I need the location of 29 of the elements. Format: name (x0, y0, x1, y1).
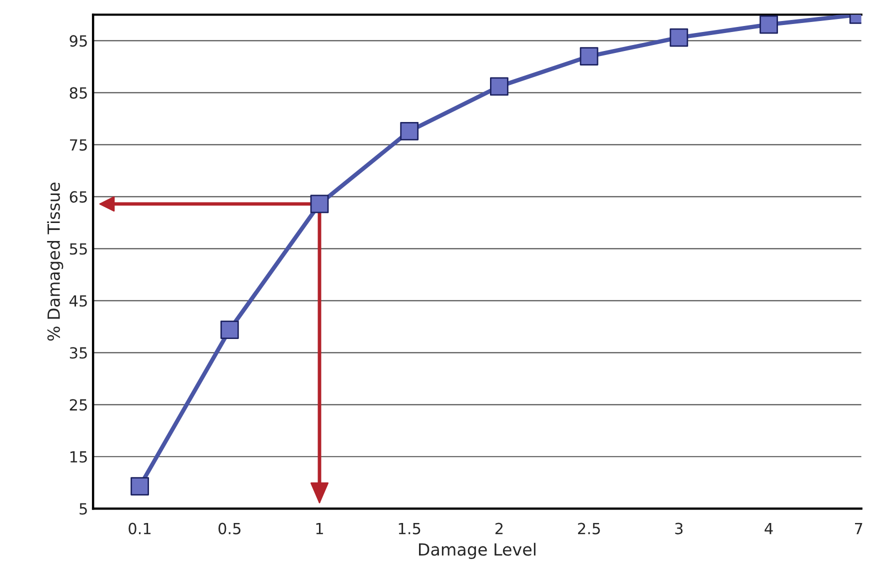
x-tick-label: 4 (764, 522, 773, 534)
x-tick-label: 0.1 (128, 522, 151, 534)
x-tick-label: 2.5 (578, 522, 600, 534)
x-tick-label: 1.5 (398, 522, 420, 534)
y-tick-label: 55 (70, 243, 87, 255)
point (580, 47, 598, 66)
y-tick-label: 75 (70, 139, 87, 151)
y-tick-label: 65 (70, 191, 87, 203)
point (220, 320, 239, 339)
y-tick-label: 85 (70, 87, 87, 99)
x-tick-label: 3 (675, 522, 683, 534)
point (670, 28, 688, 47)
x-tick-label: 2 (495, 522, 503, 534)
y-tick-label: 25 (70, 399, 87, 411)
x-tick-label: 7 (855, 522, 862, 534)
y-tick-label: 35 (70, 347, 87, 359)
point (400, 122, 419, 140)
point (310, 194, 329, 214)
x-tick-label: 1 (316, 522, 323, 534)
y-tick-label: 95 (70, 35, 87, 47)
y-tick-label: 15 (70, 451, 87, 463)
y-tick-label: 5 (80, 503, 87, 515)
x-tick-label: 0.5 (218, 522, 240, 534)
point (490, 77, 508, 96)
point (130, 477, 149, 496)
point (760, 15, 778, 34)
y-tick-label: 45 (70, 295, 87, 307)
x-axis-title: Damage Level (419, 542, 536, 559)
y-axis-title: % Damaged Tissue (47, 182, 64, 341)
